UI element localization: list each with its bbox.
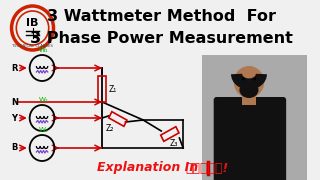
Text: Y: Y <box>12 114 17 123</box>
Text: 3 Phase Power Measurement: 3 Phase Power Measurement <box>30 30 293 46</box>
Text: 3 Wattmeter Method  For: 3 Wattmeter Method For <box>47 8 276 24</box>
FancyBboxPatch shape <box>214 97 286 180</box>
Bar <box>98 76 106 102</box>
Circle shape <box>253 78 256 80</box>
Bar <box>242 91 256 105</box>
Text: R: R <box>11 64 18 73</box>
Ellipse shape <box>239 82 259 98</box>
Text: Explanation In: Explanation In <box>97 161 203 174</box>
Text: N: N <box>11 98 18 107</box>
Text: Z₂: Z₂ <box>106 124 115 133</box>
Text: TECHNICAL CLASSES: TECHNICAL CLASSES <box>12 44 53 48</box>
Text: Z₁: Z₁ <box>109 84 117 93</box>
Text: W₁: W₁ <box>39 47 49 53</box>
Text: हिंदी!: हिंदी! <box>185 161 228 174</box>
Text: Z₃: Z₃ <box>170 139 178 148</box>
Circle shape <box>242 78 245 80</box>
Circle shape <box>234 66 264 98</box>
Text: W₃: W₃ <box>39 127 49 133</box>
Text: IB: IB <box>26 18 39 28</box>
Bar <box>202 55 307 180</box>
Text: W₂: W₂ <box>39 97 49 103</box>
Text: B: B <box>11 143 18 152</box>
